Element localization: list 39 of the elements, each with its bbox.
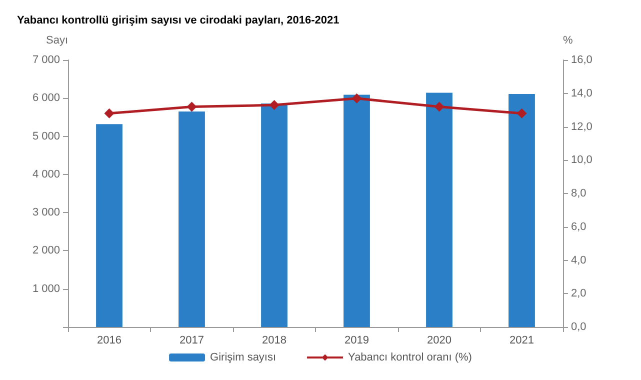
y2-tick-label: 2,0 — [571, 288, 586, 300]
x-tick-label: 2021 — [510, 334, 534, 346]
y-tick-label: 7 000 — [32, 54, 60, 66]
x-tick-label: 2017 — [180, 334, 204, 346]
y2-tick-label: 0,0 — [571, 321, 586, 333]
y2-tick-label: 6,0 — [571, 220, 586, 233]
point — [352, 93, 362, 104]
bar — [344, 94, 370, 327]
y-axis-title: Sayı — [46, 34, 68, 46]
x-tick-label: 2018 — [262, 334, 286, 346]
y-tick-label: 5 000 — [32, 130, 60, 142]
y-tick-label: 6 000 — [32, 92, 60, 104]
y-tick-label: 3 000 — [32, 206, 60, 219]
x-tick-label: 2016 — [97, 334, 122, 346]
legend-label: Girişim sayısı — [210, 352, 276, 364]
y2-tick-label: 16,0 — [571, 54, 592, 66]
legend-label: Yabancı kontrol oranı (%) — [348, 352, 472, 364]
bar — [426, 92, 452, 327]
y2-tick-label: 14,0 — [571, 87, 592, 100]
bar — [261, 103, 288, 327]
y-tick-label: 1 000 — [32, 282, 60, 295]
bar — [96, 124, 122, 327]
bar — [178, 111, 205, 327]
point — [269, 100, 280, 110]
y2-tick-label: 8,0 — [571, 188, 586, 200]
y-tick-label: 4 000 — [32, 168, 60, 180]
y2-tick-label: 4,0 — [571, 254, 586, 266]
y2-axis-title: % — [563, 34, 573, 46]
x-tick-label: 2019 — [344, 334, 369, 346]
bar — [508, 94, 535, 327]
point — [104, 108, 114, 118]
y-tick-label: 2 000 — [32, 244, 60, 257]
chart-title: Yabancı kontrollü girişim sayısı ve cirodaki payları, 2016-2021 — [17, 14, 340, 26]
point — [186, 102, 197, 112]
point — [516, 108, 527, 118]
point — [434, 102, 444, 112]
x-tick-label: 2020 — [427, 334, 452, 346]
y2-tick-label: 10,0 — [571, 154, 592, 166]
y2-tick-label: 12,0 — [571, 120, 592, 133]
